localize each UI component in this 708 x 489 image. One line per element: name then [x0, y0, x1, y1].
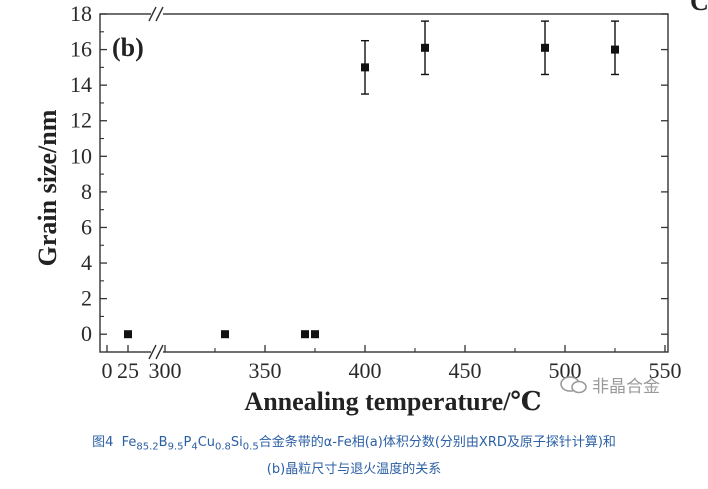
plot-border — [99, 13, 669, 353]
plot-frame — [99, 6, 669, 360]
x-tick-label-300: 300 — [149, 358, 182, 383]
alloy-element-2: P — [183, 435, 192, 450]
x-axis-title: Annealing temperature/℃ — [244, 387, 541, 416]
x-tick-label-350: 350 — [249, 358, 282, 383]
axis-break-gap-0 — [151, 9, 163, 19]
axis-break-mark-1a — [148, 344, 157, 360]
x-tick-label-450: 450 — [449, 358, 482, 383]
caption-text-1: 合金条带的α-Fe相(a)体积分数(分别由XRD及原子探针计算)和 — [258, 435, 616, 450]
error-bars — [361, 20, 619, 95]
y-tick-label-0: 0 — [81, 321, 92, 346]
x-axis: 0 25 300 350 400 450 500 550 — [102, 345, 682, 383]
caption-line-2: (b)晶粒尺寸与退火温度的关系 — [266, 461, 442, 477]
y-axis: 0 2 4 6 8 10 12 14 16 18 — [70, 1, 668, 346]
y-tick-label-4: 4 — [81, 250, 92, 275]
data-point-5 — [421, 43, 429, 52]
alloy-element-0: Fe — [121, 435, 137, 450]
data-point-1 — [221, 330, 229, 339]
alloy-subscript-3: 0.8 — [215, 441, 231, 453]
alloy-subscript-1: 9.5 — [167, 441, 184, 453]
x-tick-label-0: 0 — [102, 358, 113, 383]
watermark: 非晶合金 — [560, 372, 660, 397]
data-point-3 — [311, 330, 319, 339]
axis-break-mark-1b — [155, 344, 164, 360]
y-tick-label-16: 16 — [70, 37, 92, 62]
alloy-element-4: Si — [230, 435, 243, 450]
chat-bubbles-icon — [560, 375, 587, 393]
watermark-text: 非晶合金 — [592, 377, 660, 397]
x-tick-label-400: 400 — [349, 358, 382, 383]
alloy-element-3: Cu — [197, 435, 216, 450]
alloy-element-1: B — [158, 435, 168, 450]
y-tick-label-6: 6 — [81, 214, 92, 239]
data-point-0 — [124, 330, 132, 339]
y-tick-label-14: 14 — [70, 72, 92, 97]
alloy-formula: Fe85.2B9.5P4Cu0.8Si0.5 — [121, 435, 259, 453]
data-points — [124, 43, 619, 339]
alloy-subscript-4: 0.5 — [242, 441, 259, 453]
axis-break-gap-1 — [151, 347, 163, 357]
figure-caption: 图4 Fe85.2B9.5P4Cu0.8Si0.5合金条带的α-Fe相(a)体积… — [0, 432, 708, 481]
x-tick-label-25: 25 — [117, 358, 139, 383]
y-axis-title: Grain size/nm — [33, 109, 62, 266]
data-point-4 — [361, 63, 369, 72]
data-point-6 — [541, 43, 549, 52]
y-tick-label-2: 2 — [81, 286, 92, 311]
x-tick-label-550: 550 — [649, 358, 682, 383]
alloy-subscript-2: 4 — [191, 441, 198, 453]
caption-line-1: 图4 Fe85.2B9.5P4Cu0.8Si0.5合金条带的α-Fe相(a)体积… — [0, 432, 708, 459]
caption-figure-number: 图4 — [92, 435, 114, 450]
panel-label: (b) — [112, 33, 144, 62]
data-point-2 — [301, 330, 309, 339]
y-tick-label-18: 18 — [70, 1, 92, 26]
axis-break-mark-0a — [148, 6, 157, 22]
alloy-subscript-0: 85.2 — [136, 441, 159, 453]
top-right-axis-label: C — [690, 0, 708, 16]
y-tick-label-12: 12 — [70, 108, 92, 133]
axis-break-mark-0b — [155, 6, 164, 22]
y-tick-label-8: 8 — [81, 179, 92, 204]
y-tick-label-10: 10 — [70, 143, 92, 168]
data-point-7 — [611, 45, 619, 54]
